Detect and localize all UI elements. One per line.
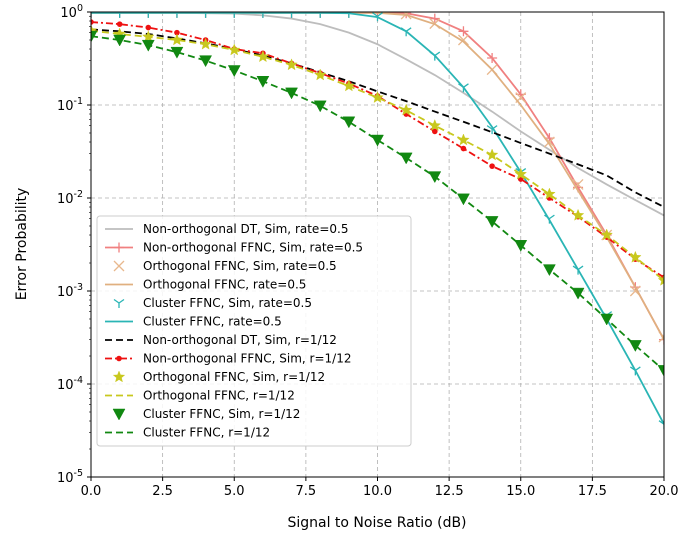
series-line [91,28,664,208]
legend-marker [113,260,125,272]
legend-marker [112,370,126,383]
data-point [487,53,498,64]
data-point [256,50,270,63]
data-point [457,34,469,46]
y-tick-label: 10-3 [57,282,83,300]
legend-label: Orthogonal FFNC, r=1/12 [143,389,295,403]
series-10 [91,29,664,282]
data-point [199,55,213,68]
legend-entry: Orthogonal FFNC, r=1/12 [105,389,295,403]
legend-entry: Non-orthogonal FFNC, Sim, r=1/12 [105,352,351,366]
legend-label: Cluster FFNC, r=1/12 [143,426,270,440]
data-point [170,33,184,46]
y-tick-label: 10-2 [57,189,83,207]
y-tick-label: 10-5 [57,468,83,486]
data-point [489,163,495,169]
series-7 [91,28,664,208]
data-point [572,178,584,190]
legend-label: Orthogonal FFNC, Sim, rate=0.5 [143,259,337,273]
legend-entry: Cluster FFNC, Sim, rate=0.5 [113,296,312,310]
legend-entry: Cluster FFNC, rate=0.5 [105,315,282,329]
series-6 [91,12,664,425]
x-tick-label: 15.0 [506,484,535,499]
legend-label: Cluster FFNC, Sim, r=1/12 [143,407,300,421]
x-axis-title: Signal to Noise Ratio (dB) [287,515,466,531]
data-point [145,24,152,31]
legend-entry: Orthogonal FFNC, Sim, r=1/12 [112,370,325,384]
y-tick-label: 10-4 [57,375,83,393]
x-tick-label: 0.0 [81,484,102,499]
data-point [657,273,664,286]
legend-marker [113,298,125,308]
x-tick-label: 20.0 [650,484,679,499]
legend-label: Orthogonal FFNC, Sim, r=1/12 [143,370,325,384]
x-tick-label: 2.5 [152,484,173,499]
legend-entry: Non-orthogonal DT, Sim, rate=0.5 [105,222,348,236]
data-point [432,128,438,135]
data-point [460,145,467,152]
data-point [91,19,94,25]
x-tick-label: 17.5 [578,484,607,499]
x-tick-label: 10.0 [363,484,392,499]
legend-entry: Orthogonal FFNC, rate=0.5 [105,278,306,292]
legend-label: Orthogonal FFNC, rate=0.5 [143,278,306,292]
legend-entry: Orthogonal FFNC, Sim, rate=0.5 [113,259,337,273]
data-point [174,29,180,36]
series-line [91,12,664,425]
series-layer [91,12,664,430]
legend-entry: Non-orthogonal DT, Sim, r=1/12 [105,333,337,347]
legend-box [96,215,412,447]
legend-label: Non-orthogonal DT, Sim, rate=0.5 [143,222,348,236]
legend-entry: Cluster FFNC, Sim, r=1/12 [112,407,300,421]
legend-entry: Non-orthogonal FFNC, Sim, rate=0.5 [105,241,363,255]
legend-label: Cluster FFNC, rate=0.5 [143,315,282,329]
y-axis-title: Error Probability [14,188,30,301]
x-tick-label: 7.5 [296,484,317,499]
series-line [91,21,664,279]
x-tick-label: 5.0 [224,484,245,499]
data-point [429,13,440,24]
legend-label: Non-orthogonal FFNC, Sim, rate=0.5 [143,241,363,255]
legend-marker [112,408,126,421]
legend-marker [116,355,122,362]
data-point [458,26,469,37]
data-point [116,21,123,27]
legend-entry: Cluster FFNC, r=1/12 [105,426,270,440]
legend-label: Cluster FFNC, Sim, rate=0.5 [143,296,312,310]
axes: 0.0 2.5 5.0 7.5 10.0 12.5 15.0 17.5 20.0 100 10-1 1… [57,3,679,499]
legend: Non-orthogonal DT, Sim, rate=0.5 Non-orth… [96,215,412,447]
legend-label: Non-orthogonal FFNC, Sim, r=1/12 [143,352,351,366]
y-tick-label: 10-1 [57,96,83,114]
legend-label: Non-orthogonal DT, Sim, r=1/12 [143,333,337,347]
series-line [91,29,664,282]
x-tick-label: 12.5 [435,484,464,499]
legend-marker [114,242,124,253]
y-tick-label: 100 [60,3,83,21]
